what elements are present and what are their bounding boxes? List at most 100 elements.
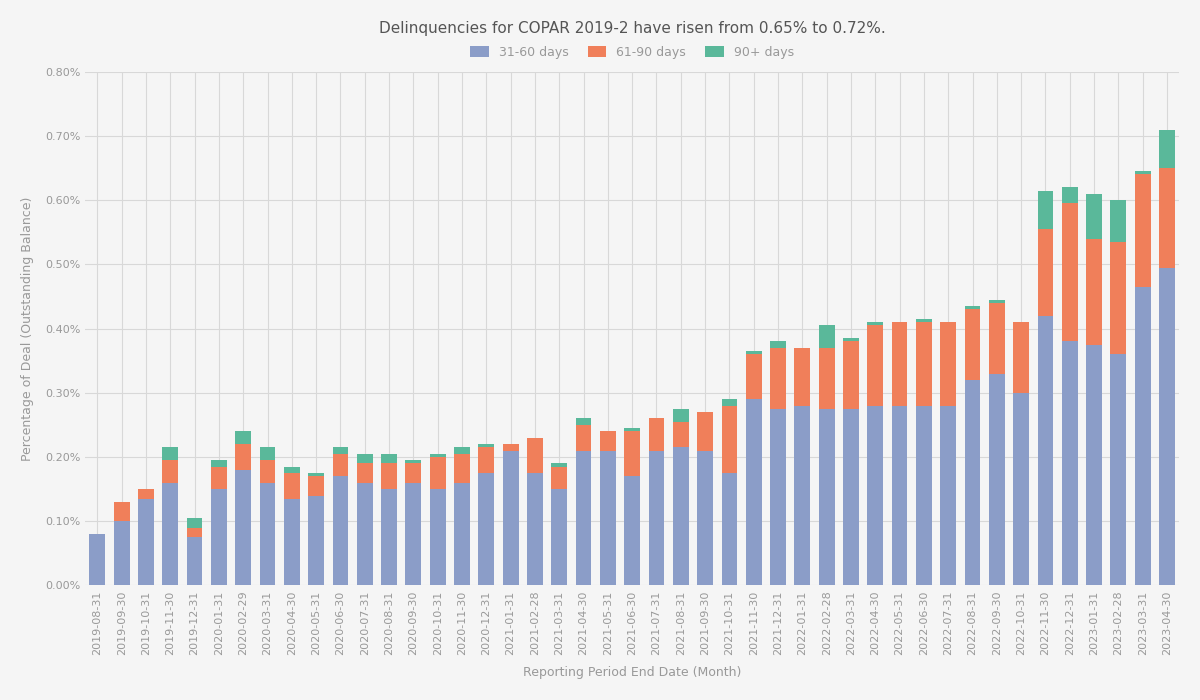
Bar: [746, 399, 762, 585]
Bar: [721, 399, 737, 405]
Bar: [235, 444, 251, 470]
Bar: [697, 412, 713, 451]
Bar: [259, 483, 276, 585]
Bar: [697, 451, 713, 585]
Bar: [114, 502, 130, 522]
Bar: [308, 473, 324, 476]
Bar: [1062, 188, 1078, 204]
Bar: [284, 499, 300, 585]
Bar: [430, 457, 445, 489]
Bar: [187, 518, 203, 528]
Bar: [1062, 342, 1078, 585]
Bar: [308, 476, 324, 496]
Bar: [989, 374, 1004, 585]
Bar: [600, 431, 616, 451]
Bar: [382, 463, 397, 489]
Bar: [406, 483, 421, 585]
Bar: [1135, 174, 1151, 287]
Bar: [648, 451, 665, 585]
Bar: [746, 354, 762, 399]
Bar: [551, 489, 568, 585]
Bar: [916, 405, 932, 585]
Bar: [527, 473, 542, 585]
Bar: [138, 499, 154, 585]
Bar: [1086, 344, 1102, 585]
Bar: [479, 444, 494, 447]
Bar: [965, 306, 980, 309]
Bar: [770, 348, 786, 409]
Bar: [479, 447, 494, 473]
Bar: [1159, 267, 1175, 585]
Bar: [211, 467, 227, 489]
Bar: [868, 405, 883, 585]
Bar: [1159, 130, 1175, 168]
Bar: [916, 319, 932, 322]
Bar: [892, 322, 907, 405]
Bar: [989, 300, 1004, 303]
Bar: [941, 405, 956, 585]
Legend: 31-60 days, 61-90 days, 90+ days: 31-60 days, 61-90 days, 90+ days: [464, 39, 800, 65]
Bar: [844, 338, 859, 342]
Bar: [721, 405, 737, 473]
Bar: [382, 489, 397, 585]
Bar: [454, 483, 470, 585]
Bar: [382, 454, 397, 463]
Bar: [187, 528, 203, 538]
Bar: [406, 463, 421, 483]
Bar: [576, 419, 592, 425]
Bar: [818, 409, 834, 585]
Bar: [1135, 172, 1151, 174]
Bar: [673, 447, 689, 585]
Bar: [1110, 200, 1127, 242]
Bar: [746, 351, 762, 354]
Bar: [1135, 287, 1151, 585]
Bar: [527, 438, 542, 473]
Bar: [162, 460, 178, 483]
Bar: [770, 342, 786, 348]
Bar: [430, 489, 445, 585]
Bar: [1110, 354, 1127, 585]
Bar: [1038, 190, 1054, 229]
Bar: [624, 428, 640, 431]
Bar: [1110, 242, 1127, 354]
Bar: [1086, 194, 1102, 239]
Bar: [576, 425, 592, 451]
Bar: [259, 447, 276, 460]
Bar: [332, 454, 348, 476]
Bar: [673, 409, 689, 421]
Bar: [162, 483, 178, 585]
Bar: [818, 348, 834, 409]
Bar: [965, 309, 980, 380]
Bar: [770, 409, 786, 585]
Bar: [356, 454, 373, 463]
Bar: [1038, 229, 1054, 316]
Bar: [211, 460, 227, 467]
Bar: [284, 467, 300, 473]
Bar: [818, 326, 834, 348]
Bar: [90, 534, 106, 585]
Bar: [1086, 239, 1102, 344]
Bar: [406, 460, 421, 463]
Bar: [1159, 168, 1175, 267]
Bar: [844, 342, 859, 409]
Bar: [284, 473, 300, 499]
Bar: [551, 467, 568, 489]
Title: Delinquencies for COPAR 2019-2 have risen from 0.65% to 0.72%.: Delinquencies for COPAR 2019-2 have rise…: [379, 21, 886, 36]
Bar: [454, 454, 470, 483]
Bar: [551, 463, 568, 467]
Bar: [794, 348, 810, 405]
Bar: [648, 419, 665, 451]
Bar: [332, 476, 348, 585]
Bar: [844, 409, 859, 585]
Bar: [356, 483, 373, 585]
Bar: [332, 447, 348, 454]
Bar: [1013, 322, 1030, 393]
Bar: [989, 303, 1004, 374]
Y-axis label: Percentage of Deal (Outstanding Balance): Percentage of Deal (Outstanding Balance): [20, 197, 34, 461]
Bar: [600, 451, 616, 585]
Bar: [356, 463, 373, 483]
Bar: [892, 405, 907, 585]
Bar: [673, 421, 689, 447]
Bar: [114, 522, 130, 585]
Bar: [235, 431, 251, 444]
